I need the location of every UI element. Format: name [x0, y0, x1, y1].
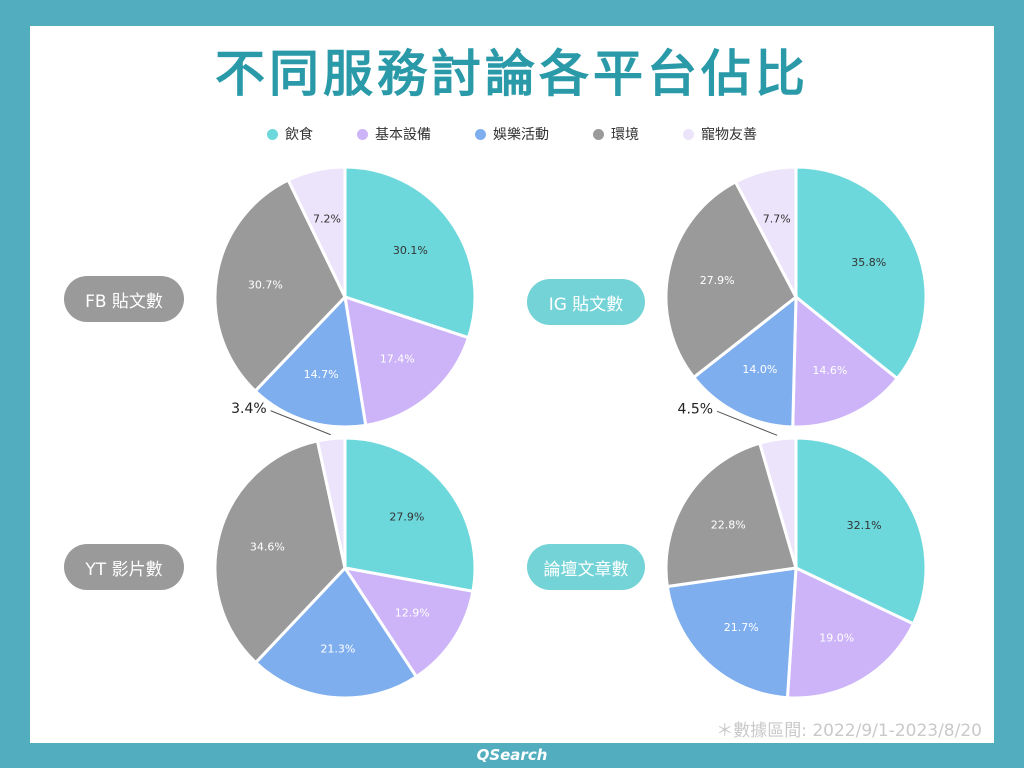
legend-item-pet-friendly: 寵物友善	[683, 123, 757, 145]
pie-label-fb-facilities: 17.4%	[380, 352, 415, 365]
legend-swatch	[475, 128, 486, 140]
brand-logo: QSearch	[476, 746, 548, 764]
legend-swatch	[683, 128, 694, 140]
pie-label-forum-food: 32.1%	[847, 519, 882, 532]
pie-slice-yt-facilities	[341, 565, 475, 679]
pie-slice-forum-environment	[664, 441, 798, 589]
pie-slice-fb-entertainment	[253, 293, 368, 429]
pie-label-forum-environment: 22.8%	[711, 518, 746, 531]
pie-label-yt-environment: 34.6%	[250, 540, 285, 553]
pie-slice-fb-food	[343, 165, 477, 340]
legend-swatch	[357, 128, 368, 140]
pie-slice-forum-facilities	[785, 565, 916, 700]
pie-callout-line-yt	[270, 410, 331, 436]
pie-label-ig-environment: 27.9%	[700, 274, 735, 287]
chart-label-forum: 論壇文章數	[527, 544, 645, 590]
pie-label-yt-facilities: 12.9%	[395, 607, 430, 620]
pie-slice-forum-pet-friendly	[757, 436, 798, 569]
pie-slice-forum-food	[794, 436, 928, 626]
chart-legend: 飲食 基本設備 娛樂活動 環境 寵物友善	[0, 123, 1024, 145]
pie-slice-yt-entertainment	[253, 565, 419, 700]
pie-label-yt-food: 27.9%	[389, 510, 424, 523]
pie-label-fb-environment: 30.7%	[248, 279, 283, 292]
legend-item-environment: 環境	[593, 123, 639, 145]
legend-swatch	[593, 128, 604, 140]
pie-label-ig-food: 35.8%	[851, 256, 886, 269]
legend-label: 娛樂活動	[493, 127, 549, 143]
chart-label-fb: FB 貼文數	[64, 276, 184, 322]
date-range-note: ＊數據區間: 2022/9/1-2023/8/20	[716, 721, 982, 741]
pie-slice-fb-pet-friendly	[286, 165, 347, 298]
legend-item-facilities: 基本設備	[357, 123, 431, 145]
legend-item-food: 飲食	[267, 123, 313, 145]
legend-label: 寵物友善	[701, 127, 757, 143]
pie-slice-yt-pet-friendly	[315, 436, 347, 569]
pie-label-yt-pet-friendly: 3.4%	[231, 401, 267, 417]
legend-label: 基本設備	[375, 127, 431, 143]
pie-label-forum-facilities: 19.0%	[819, 632, 854, 645]
pie-slice-ig-environment	[664, 179, 798, 380]
pie-label-ig-pet-friendly: 7.7%	[763, 213, 791, 226]
pie-label-forum-pet-friendly: 4.5%	[678, 401, 714, 417]
pie-slice-ig-entertainment	[691, 293, 798, 429]
pie-label-forum-entertainment: 21.7%	[724, 621, 759, 634]
legend-item-entertainment: 娛樂活動	[475, 123, 549, 145]
pie-slice-ig-food	[794, 165, 928, 381]
chart-label-yt: YT 影片數	[64, 544, 184, 590]
page-title: 不同服務討論各平台佔比	[215, 45, 809, 103]
chart-label-ig: IG 貼文數	[527, 279, 645, 325]
pie-label-fb-entertainment: 14.7%	[304, 368, 339, 381]
pie-slice-ig-pet-friendly	[733, 165, 798, 298]
legend-swatch	[267, 128, 278, 140]
pie-callout-line-forum	[716, 410, 778, 436]
pie-label-fb-food: 30.1%	[393, 244, 428, 257]
pie-label-ig-facilities: 14.6%	[812, 364, 847, 377]
pie-label-ig-entertainment: 14.0%	[742, 363, 777, 376]
legend-label: 環境	[611, 127, 639, 143]
pie-label-yt-entertainment: 21.3%	[320, 642, 355, 655]
pie-slice-ig-facilities	[791, 293, 900, 429]
pie-slice-fb-facilities	[343, 294, 471, 428]
pie-slice-yt-environment	[213, 439, 347, 665]
pie-label-fb-pet-friendly: 7.2%	[313, 212, 341, 225]
legend-label: 飲食	[285, 127, 313, 143]
pie-slice-forum-entertainment	[665, 566, 798, 700]
pie-slice-yt-food	[343, 436, 477, 594]
